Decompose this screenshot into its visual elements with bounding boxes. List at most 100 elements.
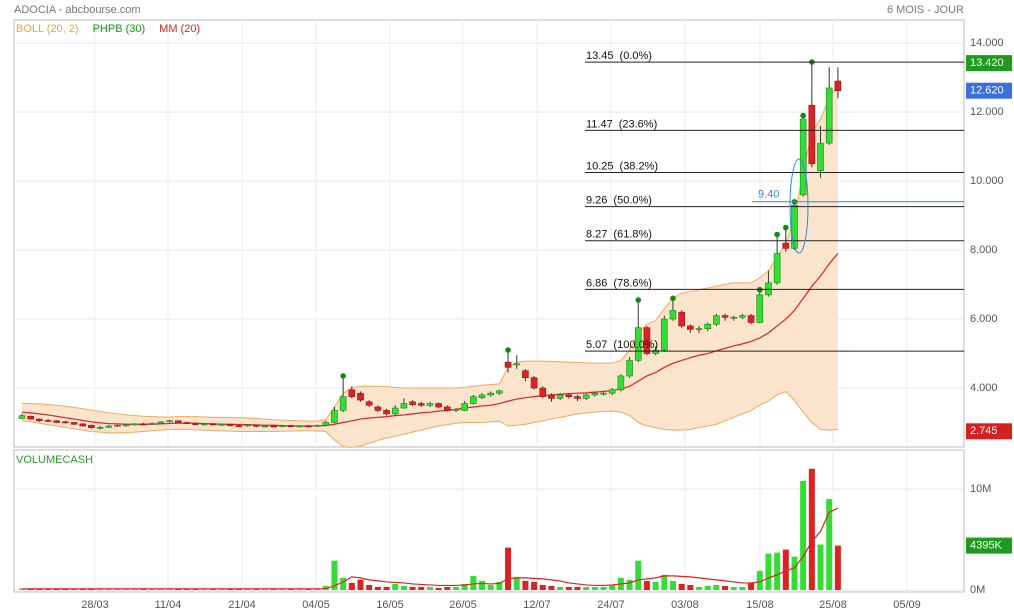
price-panel	[13, 19, 965, 448]
candle-body	[96, 427, 104, 429]
volume-bar	[227, 588, 234, 590]
phpb-dot	[505, 347, 511, 353]
legend-entry: MM (20)	[159, 23, 200, 35]
volume-title: VOLUMECASH	[16, 454, 93, 466]
volume-tick-label: 10M	[970, 483, 991, 495]
volume-bar	[27, 588, 34, 590]
x-tick-label: 25/08	[819, 599, 847, 611]
marks	[18, 59, 842, 590]
volume-bar	[652, 581, 659, 590]
candle-body	[478, 394, 486, 398]
price-tag: 12.620	[970, 85, 1004, 97]
candle-body	[496, 390, 503, 394]
y-tick-label: 4.000	[970, 382, 998, 394]
volume-bar	[791, 556, 798, 590]
candle-body	[626, 360, 633, 377]
volume-bar	[392, 583, 399, 590]
volume-bar	[71, 589, 78, 590]
volume-bar	[834, 545, 841, 590]
candle-body	[44, 420, 52, 422]
candle-body	[53, 420, 61, 423]
volume-bar	[209, 588, 216, 590]
x-tick-label: 04/05	[302, 599, 330, 611]
volume-bar	[235, 589, 242, 590]
volume-bar	[383, 586, 390, 590]
volume-bar	[574, 586, 581, 590]
volume-bar	[696, 586, 703, 590]
fib-value: 10.25	[586, 160, 614, 172]
volume-bar	[661, 574, 668, 590]
volume-bar	[808, 468, 815, 590]
page-title: ADOCIA - abcbourse.com	[14, 4, 141, 16]
candle-body	[652, 349, 659, 354]
candle-body	[565, 394, 573, 397]
volume-bar	[218, 588, 225, 590]
candle-body	[461, 403, 468, 411]
candle-body	[365, 401, 373, 406]
candle-body	[218, 423, 225, 426]
x-tick-label: 28/03	[81, 599, 109, 611]
volume-bar	[539, 584, 546, 590]
candle-body	[348, 389, 356, 397]
price-tag-box	[966, 82, 1012, 99]
volume-bar	[470, 575, 477, 590]
phpb-dot	[783, 224, 789, 231]
y-tick-label: 8.000	[970, 244, 998, 256]
volume-bar	[409, 586, 416, 590]
volume-bar	[262, 588, 269, 590]
candle-body	[131, 423, 139, 426]
volume-bar	[140, 589, 147, 590]
x-tick-label: 12/07	[523, 599, 551, 611]
volume-bar	[461, 583, 468, 590]
candle-body	[322, 422, 330, 426]
volume-bar	[348, 582, 355, 590]
candle-body	[226, 423, 234, 426]
candle-body	[357, 392, 364, 401]
volume-bar	[426, 586, 433, 590]
volume-bar	[253, 589, 260, 590]
volume-bar	[435, 587, 442, 590]
volume-bar	[782, 549, 789, 590]
volume-bar	[756, 570, 763, 590]
x-tick-label: 15/08	[746, 599, 774, 611]
volume-bar	[97, 588, 104, 590]
volume-bar	[765, 553, 772, 590]
volume-bar	[175, 588, 182, 590]
volume-bar	[270, 589, 277, 590]
volume-bar	[557, 586, 564, 590]
fib-percent: (38.2%)	[620, 160, 659, 172]
x-tick-label: 05/09	[893, 599, 921, 611]
candle-body	[417, 403, 425, 406]
volume-bar	[131, 588, 138, 590]
candle-body	[18, 415, 26, 419]
candle-body	[660, 318, 668, 351]
volume-average	[21, 507, 839, 590]
candle-body	[383, 410, 390, 415]
volume-bar	[487, 584, 494, 590]
candle-body	[331, 410, 338, 423]
volume-bar	[366, 584, 373, 590]
phpb-dot	[800, 112, 806, 119]
candle-body	[782, 242, 790, 249]
price-tag: 2.745	[970, 425, 998, 437]
volume-tag-box	[966, 537, 1012, 554]
moving-average	[21, 253, 839, 427]
fib-value: 9.26	[586, 195, 607, 207]
fib-percent: (78.6%)	[613, 277, 652, 289]
overlay: BOLL (20, 2) PHPB (30) MM (20) VOLUMECASH 4.…	[16, 23, 1012, 611]
candle-body	[70, 422, 78, 425]
volume-bar	[626, 579, 633, 590]
candle-body	[36, 418, 43, 422]
candle-body	[235, 425, 243, 427]
candle-body	[88, 424, 95, 428]
volume-bar	[548, 585, 555, 590]
fib-percent: (61.8%)	[613, 229, 652, 241]
bollinger-lower	[21, 390, 838, 448]
candle-body	[669, 310, 677, 320]
volume-bar	[479, 580, 486, 590]
volume-bar	[53, 588, 60, 590]
candle-body	[634, 327, 642, 361]
y-tick-label: 6.000	[970, 313, 998, 325]
candle-body	[591, 392, 599, 396]
volume-bar	[192, 588, 199, 590]
